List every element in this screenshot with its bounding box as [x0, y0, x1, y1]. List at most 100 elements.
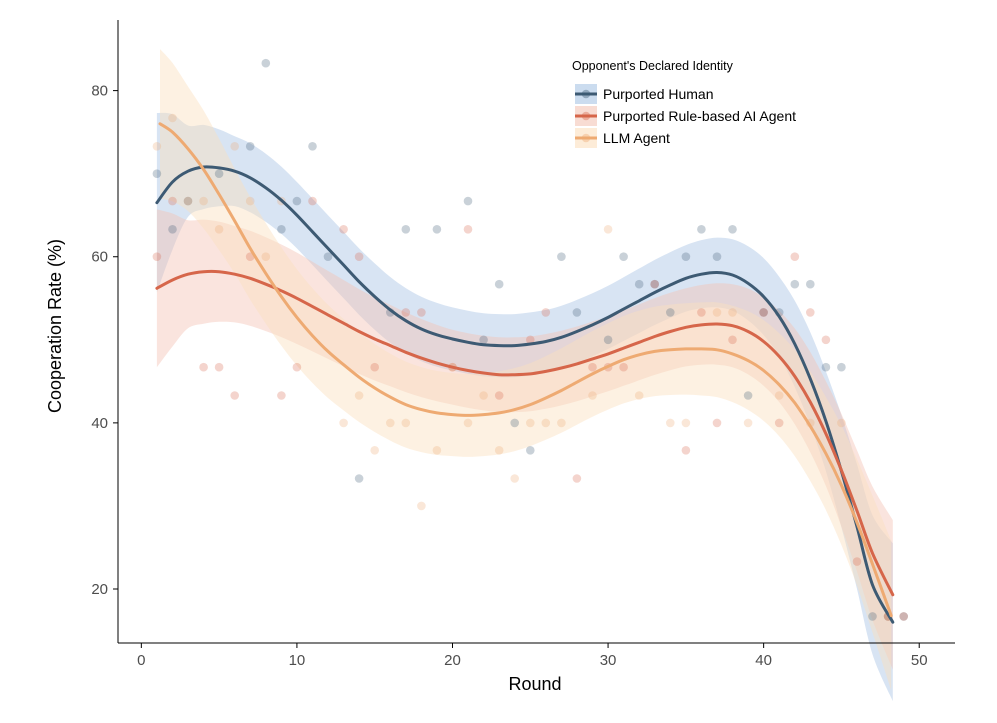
purported-rule-based-ai-agent-point	[339, 225, 348, 234]
purported-human-point	[308, 142, 317, 151]
purported-human-point	[401, 225, 411, 234]
x-tick-label: 50	[911, 652, 928, 669]
purported-rule-based-ai-agent-point	[526, 335, 535, 345]
purported-human-point	[759, 308, 768, 317]
purported-rule-based-ai-agent-point	[806, 308, 815, 317]
purported-human-point	[152, 169, 162, 178]
purported-human-point	[603, 335, 613, 345]
purported-human-point	[666, 308, 675, 317]
llm-agent-point	[386, 418, 395, 428]
purported-human-point	[868, 612, 877, 621]
llm-agent-point	[634, 391, 644, 400]
legend-title: Opponent's Declared Identity	[572, 59, 734, 73]
purported-rule-based-ai-agent-point	[790, 252, 800, 261]
purported-rule-based-ai-agent-point	[308, 196, 317, 206]
purported-human-point	[432, 225, 442, 234]
llm-agent-point	[681, 418, 691, 428]
purported-rule-based-ai-agent-point	[774, 418, 784, 428]
x-tick-label: 20	[444, 652, 461, 669]
purported-human-point	[183, 196, 193, 206]
purported-human-point	[821, 362, 831, 372]
purported-human-point	[790, 279, 800, 289]
purported-human-point	[354, 474, 364, 483]
purported-human-point	[261, 58, 271, 68]
purported-human-point	[168, 225, 177, 234]
purported-human-point	[619, 252, 628, 261]
purported-rule-based-ai-agent-point	[168, 196, 177, 206]
purported-rule-based-ai-agent-point	[401, 308, 411, 317]
llm-agent-point	[588, 391, 597, 400]
purported-human-point	[728, 225, 737, 234]
llm-agent-point	[245, 196, 255, 206]
y-tick-label: 80	[91, 83, 108, 100]
x-tick-label: 40	[755, 652, 772, 669]
purported-human-point	[323, 252, 333, 261]
purported-rule-based-ai-agent-point	[354, 252, 364, 261]
x-axis-title: Round	[508, 674, 561, 694]
purported-rule-based-ai-agent-point	[370, 362, 380, 372]
y-tick-label: 60	[91, 249, 108, 266]
purported-human-point	[245, 142, 255, 151]
llm-agent-point	[479, 391, 488, 400]
y-tick-label: 20	[91, 581, 108, 598]
llm-agent-legend-point-swatch	[581, 133, 591, 143]
llm-agent-point	[603, 225, 613, 234]
x-axis-ticks: 0 10 20 30 40 50	[137, 643, 928, 669]
purported-human-point	[463, 196, 473, 206]
purported-human-point	[681, 252, 691, 261]
purported-human-point	[479, 335, 488, 345]
purported-rule-based-ai-agent-point	[712, 418, 722, 428]
purported-human-point	[837, 362, 846, 372]
purported-rule-based-ai-agent-legend-label: Purported Rule-based AI Agent	[603, 108, 796, 124]
purported-human-point	[634, 279, 644, 289]
x-tick-label: 10	[289, 652, 306, 669]
legend: Opponent's Declared Identity Purported H…	[572, 59, 796, 148]
purported-human-point	[712, 252, 722, 261]
llm-agent-point	[401, 418, 411, 428]
purported-rule-based-ai-agent-point	[572, 474, 582, 483]
llm-agent-point	[774, 391, 784, 400]
purported-human-point	[806, 279, 815, 289]
purported-human-point	[743, 391, 753, 400]
purported-human-point	[526, 446, 535, 455]
llm-agent-point	[214, 225, 224, 234]
llm-agent-point	[666, 418, 675, 428]
llm-agent-point	[557, 418, 566, 428]
purported-human-point	[650, 279, 659, 289]
llm-agent-fit-line	[158, 122, 893, 618]
purported-human-point	[572, 308, 582, 317]
purported-rule-based-ai-agent-point	[463, 225, 473, 234]
llm-agent-legend-label: LLM Agent	[603, 130, 670, 146]
purported-human-legend-point-swatch	[581, 89, 591, 99]
purported-rule-based-ai-agent-point	[759, 308, 768, 317]
y-axis-title: Cooperation Rate (%)	[45, 239, 65, 413]
purported-rule-based-ai-agent-point	[152, 252, 162, 261]
purported-human-point	[277, 225, 286, 234]
llm-agent-point	[152, 142, 162, 151]
purported-human-point	[214, 169, 224, 178]
purported-human-point	[510, 418, 519, 428]
llm-agent-point	[183, 196, 193, 206]
purported-rule-based-ai-agent-point	[588, 362, 597, 372]
purported-rule-based-ai-agent-point	[728, 335, 737, 345]
purported-human-point	[899, 612, 908, 621]
llm-agent-point	[354, 391, 364, 400]
purported-rule-based-ai-agent-point	[417, 308, 426, 317]
fit-lines	[155, 122, 895, 624]
llm-agent-point	[432, 446, 442, 455]
llm-agent-point	[417, 501, 426, 511]
llm-agent-point	[743, 418, 753, 428]
y-tick-label: 40	[91, 415, 108, 432]
purported-rule-based-ai-agent-point	[681, 446, 691, 455]
data-points	[152, 58, 908, 621]
purported-rule-based-ai-agent-point	[494, 391, 504, 400]
purported-rule-based-ai-agent-point	[697, 308, 706, 317]
purported-human-point	[292, 196, 302, 206]
x-tick-label: 30	[600, 652, 617, 669]
llm-agent-confidence-band	[160, 49, 892, 691]
purported-rule-based-ai-agent-point	[650, 279, 659, 289]
purported-rule-based-ai-agent-fit-line	[155, 269, 895, 597]
llm-agent-point	[370, 446, 380, 455]
llm-agent-point	[712, 308, 722, 317]
llm-agent-point	[463, 418, 473, 428]
